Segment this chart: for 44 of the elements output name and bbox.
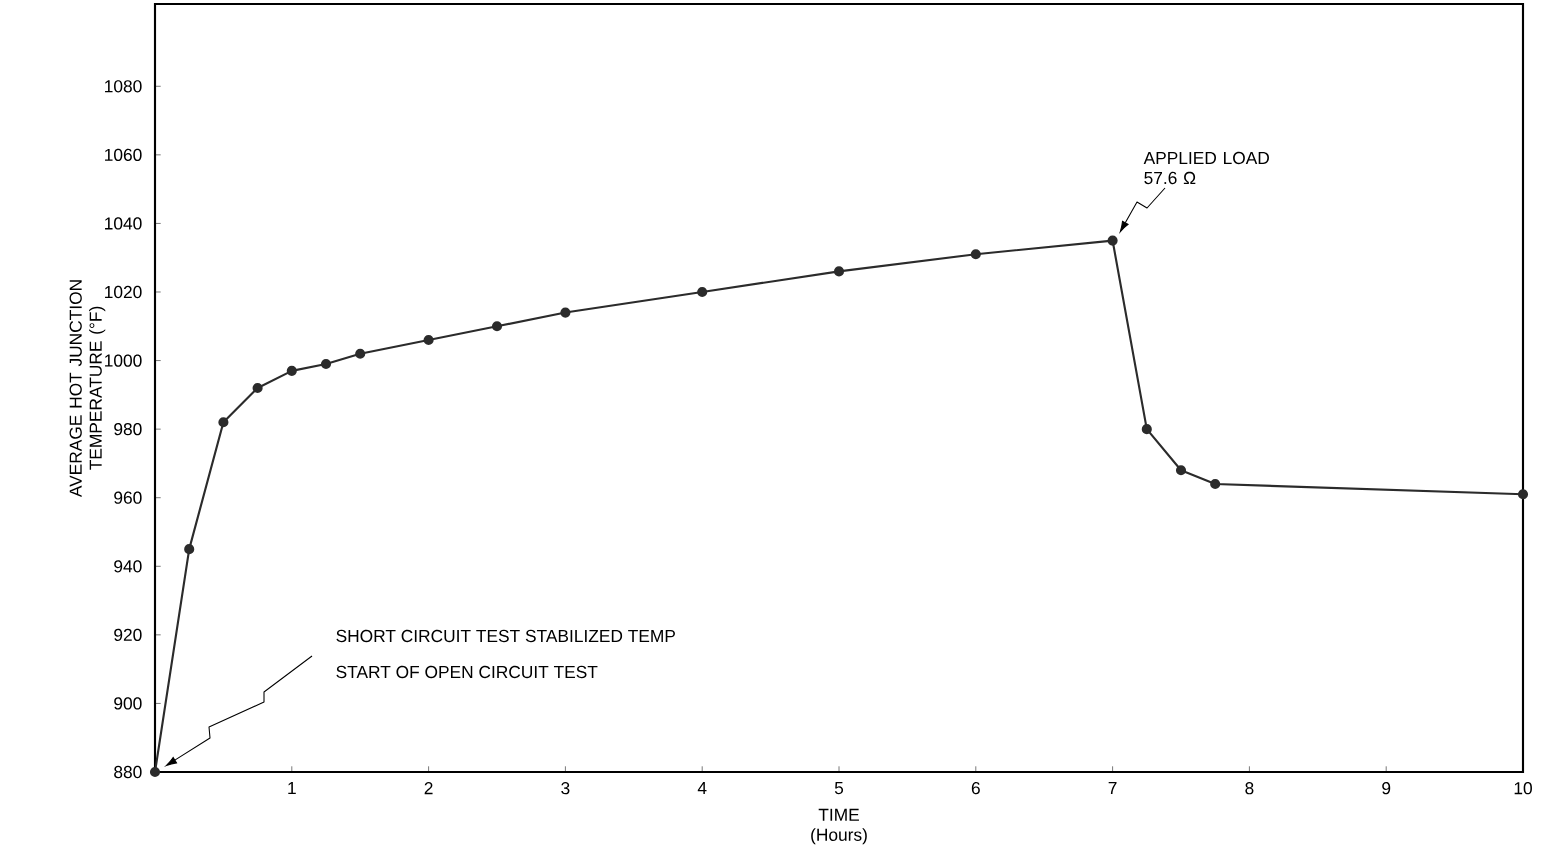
annotation: APPLIED LOAD 57.6 Ω bbox=[1143, 151, 1269, 185]
point bbox=[1517, 489, 1529, 500]
x-tick-label: 3 bbox=[561, 782, 570, 795]
annotation: SHORT CIRCUIT TEST STABILIZED TEMP bbox=[336, 629, 675, 643]
point bbox=[1107, 235, 1118, 246]
y-tick-label: 880 bbox=[114, 765, 142, 779]
y-tick-label: 900 bbox=[114, 697, 142, 710]
point bbox=[218, 417, 229, 428]
x-tick-label: 2 bbox=[424, 782, 433, 795]
y-tick-label: 1040 bbox=[105, 217, 142, 230]
point bbox=[833, 266, 845, 277]
x-axis-title: TIME (Hours) bbox=[811, 808, 867, 845]
x-tick-label: 8 bbox=[1245, 782, 1254, 795]
point bbox=[252, 382, 263, 394]
x-tick-label: 1 bbox=[288, 782, 296, 794]
y-tick-label: 940 bbox=[114, 560, 142, 573]
y-tick-label: 1080 bbox=[105, 80, 142, 93]
point bbox=[560, 307, 571, 318]
x-tick-label: 5 bbox=[834, 782, 844, 795]
y-tick-label: 1020 bbox=[105, 285, 142, 299]
x-tick-label: 7 bbox=[1108, 782, 1117, 794]
annotation: START OF OPEN CIRCUIT TEST bbox=[336, 665, 598, 679]
x-tick-label: 9 bbox=[1382, 782, 1391, 795]
point bbox=[491, 321, 503, 332]
x-tick-label: 6 bbox=[971, 782, 980, 795]
y-tick-label: 960 bbox=[114, 491, 142, 504]
point bbox=[970, 249, 981, 260]
point bbox=[286, 365, 297, 376]
point bbox=[184, 544, 195, 555]
x-tick-label: 4 bbox=[697, 782, 707, 794]
y-tick-label: 980 bbox=[114, 423, 142, 436]
point bbox=[1210, 478, 1221, 490]
y-tick-label: 1000 bbox=[105, 354, 142, 367]
point bbox=[355, 348, 366, 359]
y-tick-label: 1060 bbox=[105, 148, 142, 161]
point bbox=[1141, 424, 1152, 435]
point bbox=[320, 358, 332, 370]
point bbox=[149, 766, 161, 778]
y-tick-label: 920 bbox=[114, 628, 142, 641]
point bbox=[423, 334, 434, 346]
x-tick-label: 10 bbox=[1514, 782, 1532, 795]
point bbox=[1175, 465, 1187, 476]
y-axis-title: AVERAGE HOT JUNCTION TEMPERATURE (°F) bbox=[69, 280, 106, 498]
point bbox=[697, 286, 708, 298]
